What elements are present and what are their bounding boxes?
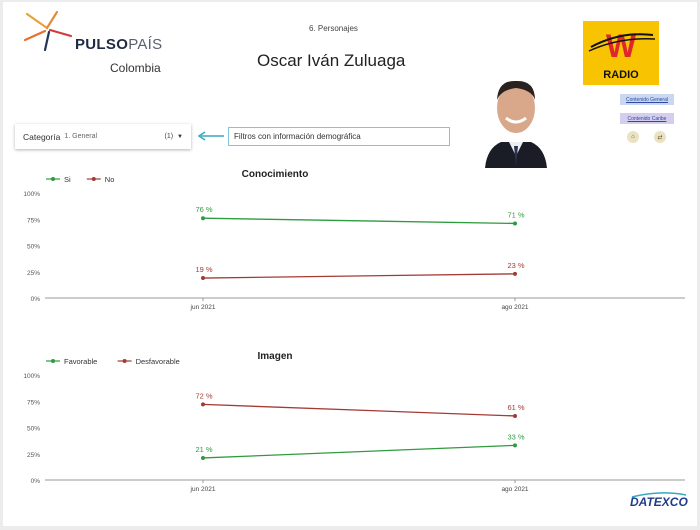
filter-value: 1. General	[64, 133, 98, 140]
x-tick-label: ago 2021	[501, 304, 528, 311]
data-point	[201, 402, 205, 407]
person-photo	[485, 80, 547, 168]
person-name: Oscar Iván Zuluaga	[257, 51, 406, 70]
data-label: 19 %	[195, 265, 212, 274]
legend-marker	[51, 177, 55, 181]
brand-name: PULSOPAÍS	[75, 36, 163, 53]
pulsopais-logo-icon	[23, 10, 73, 52]
brand-country: Colombia	[110, 61, 161, 75]
data-label: 33 %	[507, 432, 524, 441]
section-title: 6. Personajes	[309, 24, 358, 33]
data-label: 72 %	[195, 391, 212, 400]
x-tick-label: jun 2021	[190, 304, 216, 311]
conocimiento-chart: Conocimiento Si No 100% 75% 50% 25% 0% jun 2021 a…	[23, 169, 685, 311]
caret-down-icon: ▼	[177, 133, 183, 140]
category-filter[interactable]: Categoría 1. General (1) ▼	[15, 124, 191, 149]
filter-note: Filtros con información demográfica	[228, 127, 450, 146]
datexco-logo: DATEXCO	[630, 495, 688, 509]
data-point	[513, 221, 517, 226]
left-arrow-icon	[197, 131, 224, 141]
y-tick-label: 75%	[27, 217, 40, 224]
chart-title: Imagen	[257, 351, 292, 362]
legend-label: No	[105, 175, 115, 184]
data-label: 23 %	[507, 261, 524, 270]
data-label: 21 %	[195, 445, 212, 454]
content-general-link[interactable]: Contenido General	[620, 94, 674, 105]
report-page: PULSOPAÍS Colombia 6. Personajes Oscar I…	[3, 2, 697, 526]
y-tick-label: 50%	[27, 426, 40, 433]
y-tick-label: 100%	[23, 373, 40, 380]
y-tick-label: 0%	[31, 478, 41, 485]
imagen-chart: Imagen Favorable Desfavorable 100% 75% 50% 25%…	[23, 351, 685, 493]
radio-label: RADIO	[603, 69, 639, 81]
series-line	[202, 217, 516, 225]
content-caribbean-link[interactable]: Contenido Caribe	[620, 113, 674, 124]
series-line	[202, 403, 516, 417]
legend-label: Desfavorable	[136, 357, 180, 366]
y-tick-label: 25%	[27, 452, 40, 459]
w-radio-logo: W RADIO	[583, 21, 659, 85]
w-radio-icon: W RADIO	[588, 28, 656, 81]
filter-count: (1)	[164, 133, 174, 140]
x-tick-label: ago 2021	[501, 486, 528, 493]
y-tick-label: 100%	[23, 191, 40, 198]
legend-label: Si	[64, 175, 71, 184]
data-point	[201, 216, 205, 221]
data-point	[201, 455, 205, 460]
legend-marker	[122, 359, 127, 363]
chart-title: Conocimiento	[242, 169, 309, 180]
legend-marker	[91, 177, 96, 181]
y-tick-label: 0%	[31, 296, 41, 303]
y-tick-label: 50%	[27, 244, 40, 251]
x-tick-label: jun 2021	[190, 486, 216, 493]
datexco-swoosh-icon	[631, 492, 687, 498]
data-point	[513, 413, 517, 418]
filter-label: Categoría	[23, 131, 61, 142]
y-tick-label: 75%	[27, 399, 40, 406]
series-line	[202, 444, 516, 459]
legend-marker	[51, 359, 55, 363]
data-label: 61 %	[507, 403, 524, 412]
share-icon[interactable]: ⇄	[654, 131, 666, 143]
series-line	[202, 273, 516, 279]
y-tick-label: 25%	[27, 270, 40, 277]
home-icon[interactable]: ⌂	[627, 131, 639, 143]
data-point	[513, 443, 517, 448]
data-label: 76 %	[195, 205, 212, 214]
data-point	[201, 276, 205, 281]
data-label: 71 %	[507, 210, 524, 219]
legend-label: Favorable	[64, 357, 97, 366]
data-point	[513, 271, 517, 276]
radio-letter: W	[606, 28, 637, 64]
